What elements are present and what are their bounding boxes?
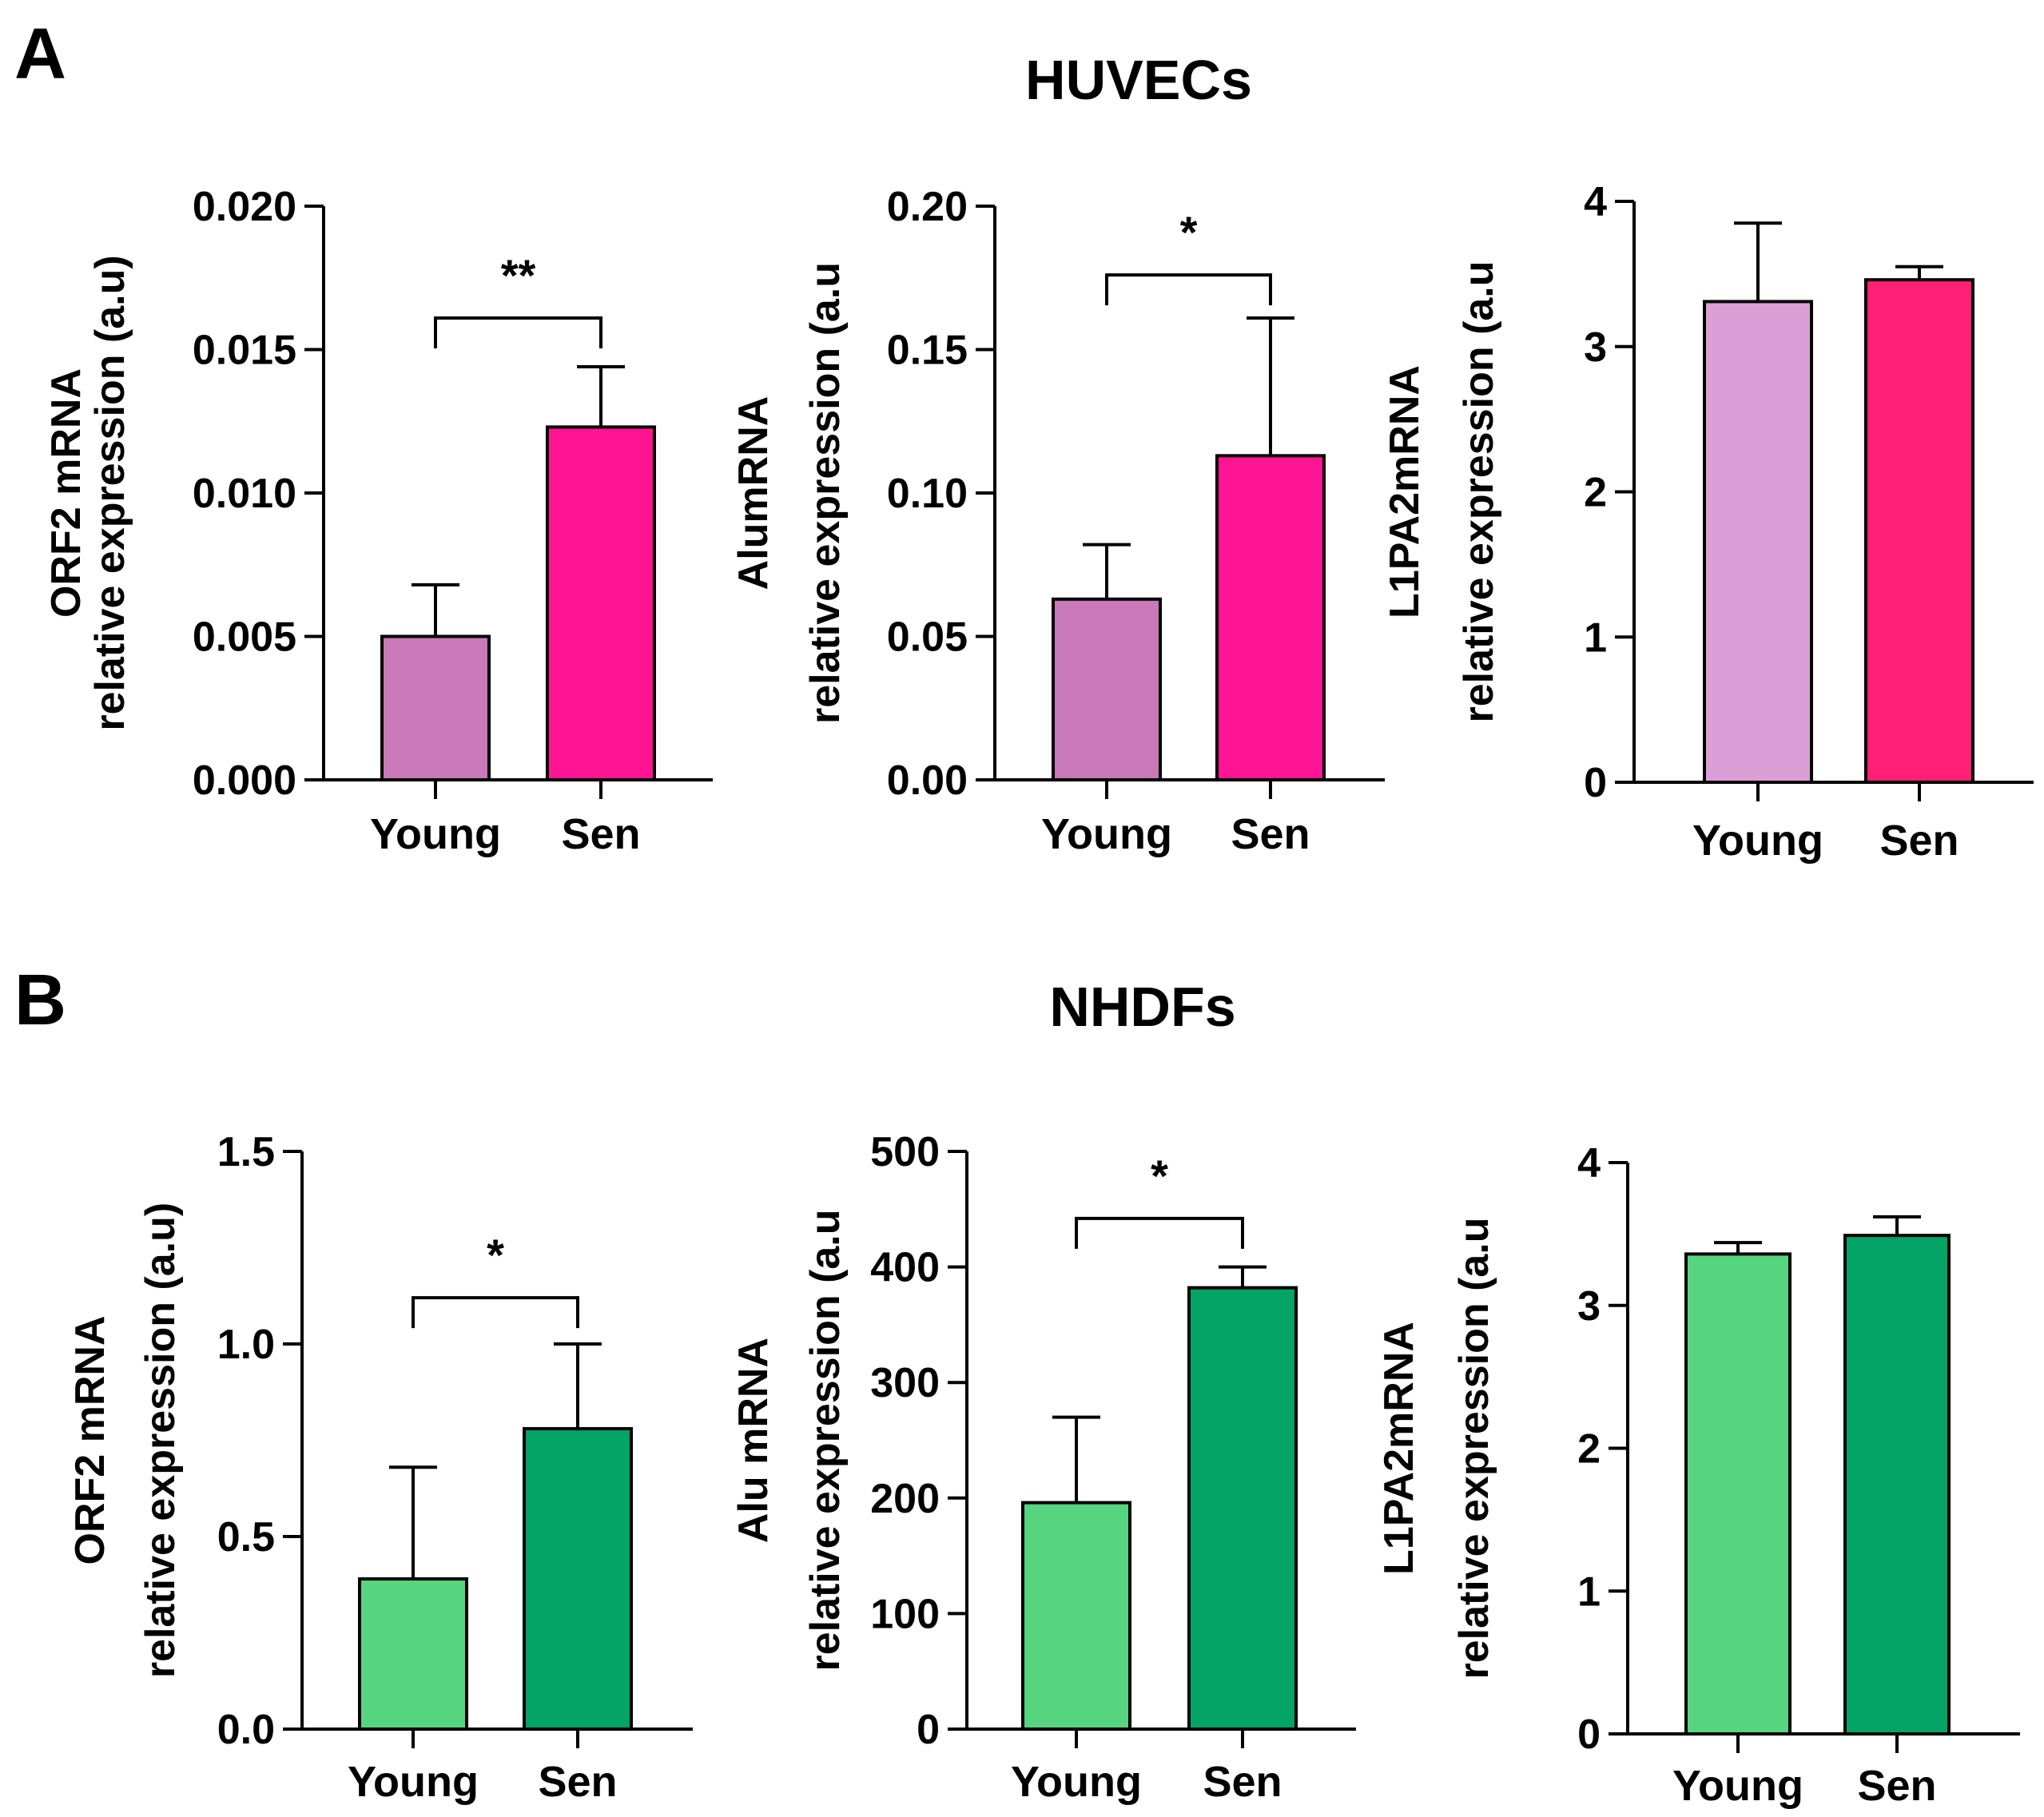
y-tick-label: 0.0 (217, 1707, 275, 1753)
chart-6: 0 1 2 3 4 Young Sen L1PA2mRNA relative expressio… (1376, 1140, 2020, 1810)
y-axis-label-subtitle: relative expression (a.u) (137, 1203, 184, 1678)
chart-5: 0 100 200 300 400 500 Young Sen Alu mRNA relative… (730, 1129, 1356, 1806)
y-axis-label-subtitle: relative expression (a.u (1451, 1217, 1497, 1679)
x-tick-label-sen: Sen (1203, 1758, 1282, 1806)
y-tick-label: 3 (1577, 1283, 1601, 1330)
chart-2: 0.00 0.05 0.10 0.15 0.20 Young Sen AlumRNA relat… (730, 184, 1385, 858)
significance-label: * (487, 1230, 504, 1280)
bar-young (1021, 1501, 1131, 1731)
y-tick-label: 0.020 (193, 184, 296, 230)
bar-young (380, 634, 491, 781)
y-tick-label: 500 (870, 1129, 940, 1175)
significance-bracket (1075, 1216, 1244, 1249)
y-tick-label: 4 (1577, 1140, 1601, 1187)
y-axis-label-title: ORF2 mRNA (43, 368, 89, 618)
y-tick-label: 0.015 (193, 328, 296, 374)
y-tick-label: 200 (870, 1476, 940, 1522)
y-tick-label: 2 (1577, 1426, 1601, 1473)
significance-label: * (1180, 207, 1198, 257)
y-tick-label: 0.05 (887, 614, 968, 661)
y-tick-label: 1.5 (217, 1129, 275, 1175)
y-axis-label-title: Alu mRNA (730, 1338, 777, 1543)
y-tick-label: 4 (1584, 179, 1607, 225)
bar-sen (523, 1427, 633, 1732)
chart-1: 0.000 0.005 0.010 0.015 0.020 Young Sen ORF2 mR… (43, 184, 713, 858)
x-tick-label-sen: Sen (1879, 817, 1959, 865)
y-axis-label-title: ORF2 mRNA (67, 1315, 113, 1565)
y-tick-label: 0 (917, 1707, 940, 1753)
y-axis-label-title: L1PA2mRNA (1382, 365, 1428, 618)
y-tick-label: 1 (1584, 614, 1607, 661)
y-tick-label: 0.005 (193, 614, 296, 661)
x-tick-label-sen: Sen (538, 1758, 617, 1806)
significance-label: * (1151, 1151, 1168, 1201)
y-axis-label-subtitle: relative expression (a.u) (87, 255, 133, 730)
y-tick-label: 300 (870, 1360, 940, 1406)
y-axis-label-subtitle: relative expression (a.u (802, 262, 849, 724)
x-tick-label-sen: Sen (1231, 810, 1310, 858)
x-tick-label-young: Young (370, 810, 501, 858)
y-tick-label: 0.10 (887, 471, 968, 517)
x-tick-label-sen: Sen (561, 810, 640, 858)
chart-3: 0 1 2 3 4 Young Sen L1PA2mRNA relative expressio… (1382, 179, 2034, 865)
x-tick-label-young: Young (1672, 1762, 1803, 1810)
bar-sen (546, 425, 656, 781)
y-tick-label: 0.010 (193, 471, 296, 517)
significance-bracket (434, 316, 602, 349)
significance-bracket (1105, 273, 1272, 306)
y-tick-label: 1 (1577, 1569, 1601, 1615)
y-tick-label: 2 (1584, 470, 1607, 516)
row-title-huvecs: HUVECs (1025, 49, 1252, 111)
y-tick-label: 3 (1584, 324, 1607, 371)
bar-young (358, 1577, 468, 1732)
y-axis-label-title: AlumRNA (730, 396, 777, 590)
chart-4: 0.0 0.5 1.0 1.5 Young Sen ORF2 mRNA relative ex… (67, 1129, 693, 1806)
y-tick-label: 100 (870, 1591, 940, 1637)
bar-sen (1864, 278, 1974, 784)
bar-sen (1843, 1234, 1951, 1735)
y-tick-label: 0.000 (193, 757, 296, 804)
x-tick-label-sen: Sen (1857, 1762, 1936, 1810)
y-tick-label: 1.0 (217, 1322, 275, 1368)
bar-sen (1215, 454, 1326, 782)
x-tick-label-young: Young (1692, 817, 1823, 865)
y-tick-label: 0.00 (887, 757, 968, 804)
y-tick-label: 0.20 (887, 184, 968, 230)
bar-young (1052, 597, 1162, 782)
bar-sen (1187, 1286, 1298, 1732)
y-tick-label: 0 (1584, 760, 1607, 806)
y-tick-label: 0 (1577, 1712, 1601, 1758)
panel-letter-b: B (14, 960, 66, 1040)
x-tick-label-young: Young (348, 1758, 479, 1806)
y-tick-label: 400 (870, 1245, 940, 1291)
y-axis-label-subtitle: relative expression (a.u (1456, 260, 1502, 722)
row-title-nhdfs: NHDFs (1049, 976, 1235, 1038)
y-tick-label: 0.5 (217, 1514, 275, 1561)
panel-letter-a: A (14, 14, 66, 94)
y-axis-label-title: L1PA2mRNA (1376, 1322, 1422, 1575)
x-tick-label-young: Young (1011, 1758, 1142, 1806)
significance-label: ** (501, 250, 536, 300)
significance-bracket (412, 1296, 579, 1329)
y-axis-label-subtitle: relative expression (a.u (802, 1209, 849, 1671)
y-tick-label: 0.15 (887, 328, 968, 374)
bar-young (1703, 300, 1813, 785)
x-tick-label-young: Young (1041, 810, 1172, 858)
bar-young (1684, 1252, 1791, 1735)
